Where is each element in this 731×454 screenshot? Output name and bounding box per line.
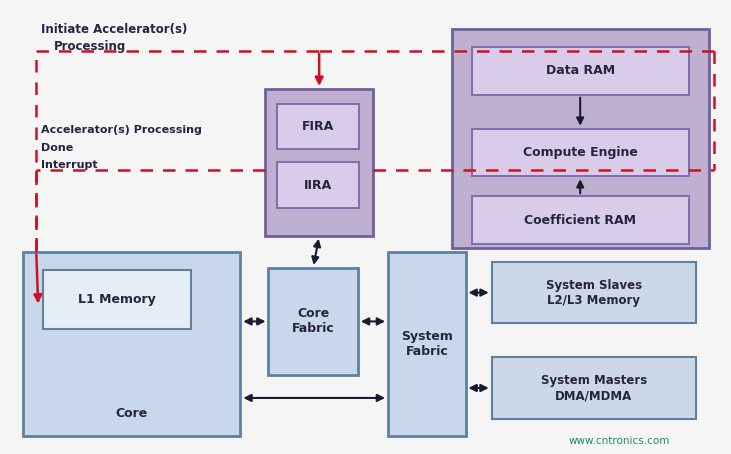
Text: Processing: Processing	[54, 39, 126, 53]
FancyBboxPatch shape	[265, 89, 373, 236]
Text: Data RAM: Data RAM	[545, 64, 615, 78]
FancyBboxPatch shape	[452, 29, 708, 248]
Text: Compute Engine: Compute Engine	[523, 146, 637, 159]
Text: Done: Done	[41, 143, 74, 153]
Text: Initiate Accelerator(s): Initiate Accelerator(s)	[41, 23, 188, 36]
FancyBboxPatch shape	[471, 128, 689, 176]
FancyBboxPatch shape	[491, 262, 696, 323]
Text: Accelerator(s) Processing: Accelerator(s) Processing	[41, 125, 202, 135]
Text: Coefficient RAM: Coefficient RAM	[524, 213, 636, 227]
Text: IIRA: IIRA	[304, 179, 333, 192]
Text: Core: Core	[115, 407, 148, 420]
FancyBboxPatch shape	[471, 47, 689, 95]
Text: www.cntronics.com: www.cntronics.com	[568, 436, 670, 446]
Text: System Masters
DMA/MDMA: System Masters DMA/MDMA	[540, 374, 647, 402]
FancyBboxPatch shape	[491, 357, 696, 419]
Text: L1 Memory: L1 Memory	[78, 293, 156, 306]
FancyBboxPatch shape	[277, 163, 359, 208]
FancyBboxPatch shape	[43, 270, 191, 329]
Text: System
Fabric: System Fabric	[401, 330, 452, 358]
Text: FIRA: FIRA	[302, 120, 334, 133]
Text: Interrupt: Interrupt	[41, 160, 98, 170]
FancyBboxPatch shape	[471, 196, 689, 244]
FancyBboxPatch shape	[23, 252, 240, 436]
Text: System Slaves
L2/L3 Memory: System Slaves L2/L3 Memory	[545, 279, 642, 306]
FancyBboxPatch shape	[268, 268, 358, 375]
Text: Core
Fabric: Core Fabric	[292, 307, 335, 336]
FancyBboxPatch shape	[277, 104, 359, 149]
FancyBboxPatch shape	[388, 252, 466, 436]
